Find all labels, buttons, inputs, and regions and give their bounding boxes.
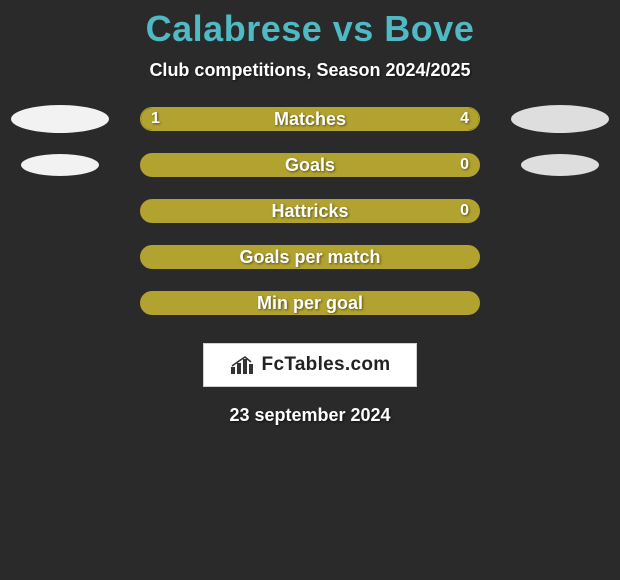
stat-bar: Matches14 bbox=[140, 107, 480, 131]
ellipse-icon bbox=[511, 105, 609, 133]
left-team-badge bbox=[10, 150, 110, 180]
bars-region: Matches14Goals0Hattricks0Goals per match… bbox=[0, 107, 620, 315]
left-team-badge bbox=[10, 242, 110, 272]
stat-bar: Hattricks0 bbox=[140, 199, 480, 223]
stat-row: Goals per match bbox=[10, 245, 610, 269]
stat-bar: Goals0 bbox=[140, 153, 480, 177]
bars-icon bbox=[230, 355, 256, 375]
comparison-card: Calabrese vs Bove Club competitions, Sea… bbox=[0, 0, 620, 426]
right-team-badge bbox=[510, 242, 610, 272]
right-team-badge bbox=[510, 150, 610, 180]
stat-bar: Min per goal bbox=[140, 291, 480, 315]
right-team-badge bbox=[510, 104, 610, 134]
ellipse-icon bbox=[21, 154, 99, 176]
stat-label: Goals per match bbox=[141, 246, 479, 268]
stat-right-value: 0 bbox=[460, 200, 469, 222]
attribution-text: FcTables.com bbox=[262, 354, 391, 376]
stat-bar: Goals per match bbox=[140, 245, 480, 269]
page-title: Calabrese vs Bove bbox=[0, 8, 620, 50]
bar-left-fill bbox=[141, 108, 209, 130]
stat-label: Hattricks bbox=[141, 200, 479, 222]
right-team-badge bbox=[510, 288, 610, 318]
stat-right-value: 0 bbox=[460, 154, 469, 176]
stat-label: Goals bbox=[141, 154, 479, 176]
left-team-badge bbox=[10, 196, 110, 226]
stat-row: Hattricks0 bbox=[10, 199, 610, 223]
left-team-badge bbox=[10, 104, 110, 134]
stat-row: Min per goal bbox=[10, 291, 610, 315]
date-text: 23 september 2024 bbox=[0, 405, 620, 426]
right-team-badge bbox=[510, 196, 610, 226]
stat-row: Goals0 bbox=[10, 153, 610, 177]
ellipse-icon bbox=[521, 154, 599, 176]
left-team-badge bbox=[10, 288, 110, 318]
stat-row: Matches14 bbox=[10, 107, 610, 131]
bar-right-fill bbox=[209, 108, 479, 130]
subtitle: Club competitions, Season 2024/2025 bbox=[0, 60, 620, 81]
attribution-badge[interactable]: FcTables.com bbox=[203, 343, 418, 387]
stat-label: Min per goal bbox=[141, 292, 479, 314]
ellipse-icon bbox=[11, 105, 109, 133]
